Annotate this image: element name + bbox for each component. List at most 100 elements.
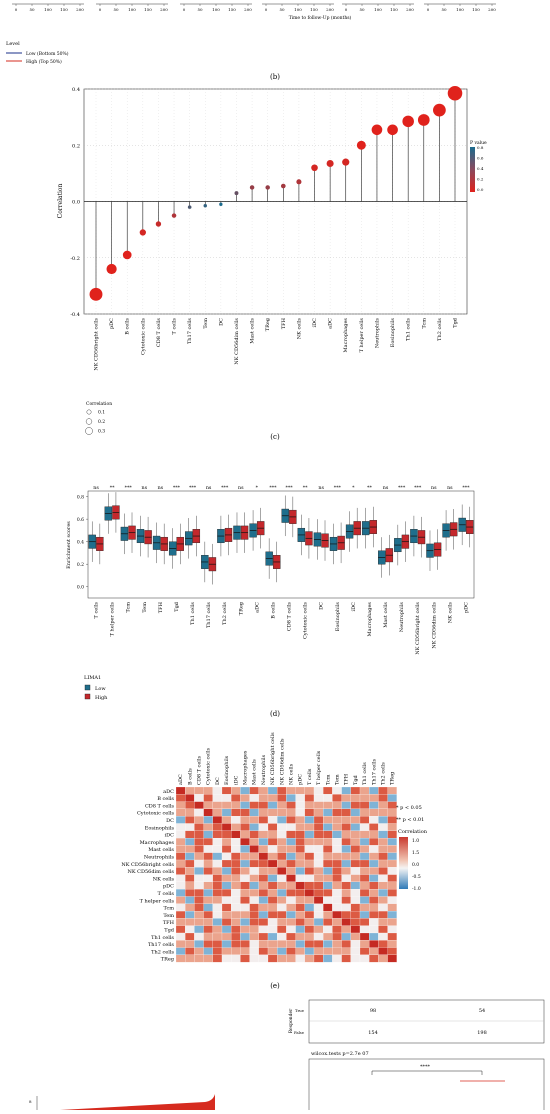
y-tick-label: 0.2 [72, 143, 80, 149]
heatmap-cell [267, 794, 278, 802]
panel-a-tick-label: 0 [345, 7, 348, 12]
heatmap-cell [249, 801, 259, 809]
panel-label-c: (c) [270, 433, 280, 441]
heatmap-cell [203, 845, 213, 853]
heatmap-cell [231, 896, 241, 904]
heatmap-cell [350, 808, 361, 817]
heatmap-cell [203, 830, 213, 839]
heatmap-cell [194, 881, 204, 890]
heatmap-cell [359, 852, 370, 861]
heatmap-cell [240, 823, 250, 831]
lollipop-point [187, 205, 192, 209]
heatmap-cell [267, 874, 278, 882]
significance-label: *** [269, 485, 277, 491]
heatmap-cell [359, 896, 370, 904]
heatmap-cell [359, 903, 370, 912]
heatmap-cell [267, 808, 278, 817]
heatmap-cell [175, 903, 186, 912]
panel-a-tick-label: 200 [76, 7, 84, 12]
heatmap-cell [304, 845, 315, 853]
panel-d: 0.00.20.40.60.8 ns ** *** ns ns *** *** ns *** ns… [66, 485, 475, 701]
heatmap-cell [359, 947, 370, 955]
heatmap-cell [203, 859, 213, 868]
pvalue-legend-tick: 0.4 [477, 166, 484, 171]
heatmap-cell [295, 954, 305, 963]
heatmap-cell [249, 816, 259, 824]
heatmap-cell [295, 881, 305, 890]
heatmap-cell [258, 823, 269, 831]
panel-a-tick-label: 200 [326, 7, 334, 12]
heatmap-cell [212, 889, 223, 897]
significance-label: * [352, 485, 355, 491]
heatmap-cell [194, 786, 204, 795]
heatmap-cell [350, 932, 361, 941]
heatmap-cell [378, 830, 388, 839]
y-tick-label: 0.4 [77, 539, 84, 545]
heatmap-cell [286, 918, 296, 926]
heatmap-cell [221, 823, 232, 831]
heatmap-cell [341, 889, 351, 897]
heatmap-cell [295, 823, 305, 831]
heatmap-cell [313, 830, 324, 839]
heatmap-cell [323, 903, 333, 912]
heatmap-cell [240, 932, 250, 941]
x-tick-label: Tgd [174, 601, 180, 612]
heatmap-cell [203, 932, 213, 941]
heatmap-cell [185, 808, 195, 817]
heatmap-cell [313, 903, 324, 912]
heatmap-cell [304, 801, 315, 809]
heatmap-row-label: pDC [163, 884, 174, 890]
heatmap-cell [378, 859, 388, 868]
heatmap-cell [378, 889, 388, 897]
heatmap-cell [240, 801, 250, 809]
panel-label-d: (d) [270, 710, 280, 718]
heatmap-cell [286, 808, 296, 817]
heatmap-cell [359, 932, 370, 941]
heatmap-cell [369, 918, 379, 926]
heatmap-cell [332, 786, 342, 795]
heatmap-cell [369, 954, 379, 963]
x-tick-label: Tcm [126, 602, 132, 613]
heatmap-cell [203, 940, 213, 948]
heatmap-cell [387, 867, 397, 875]
heatmap-cell [369, 881, 379, 890]
panel-a-tick-label: 200 [488, 7, 496, 12]
panel-a-tick-label: 50 [441, 7, 447, 12]
x-tick-label: Tem [142, 602, 148, 613]
heatmap-cell [387, 903, 397, 912]
heatmap-cell [341, 852, 351, 861]
heatmap-cell [341, 896, 351, 904]
panel-label-b: (b) [270, 73, 280, 81]
heatmap-cell [212, 837, 223, 846]
heatmap-cell [231, 852, 241, 861]
heatmap-cell [369, 837, 379, 846]
heatmap-cell [323, 816, 333, 824]
heatmap-cell [267, 896, 278, 904]
heatmap-cell [231, 881, 241, 890]
heatmap-cell [249, 881, 259, 890]
heatmap-cell [313, 786, 324, 795]
heatmap-cell [332, 954, 342, 963]
heatmap-cell [203, 925, 213, 934]
heatmap-cell [240, 925, 250, 934]
heatmap-cell [313, 881, 324, 890]
heatmap-cell [341, 837, 351, 846]
heatmap-cell [341, 830, 351, 839]
heatmap-cell [341, 786, 351, 795]
heatmap-cell [350, 852, 361, 861]
significance-label: ns [447, 486, 453, 491]
heatmap-cell [332, 816, 342, 824]
heatmap-cell [359, 954, 370, 963]
pvalue-colorbar [470, 147, 475, 192]
heatmap-cell [387, 786, 397, 795]
heatmap-cell [341, 823, 351, 831]
heatmap-cell [277, 823, 287, 831]
heatmap-cell [313, 925, 324, 934]
significance-label: ** [367, 485, 372, 491]
heatmap-cell [267, 867, 278, 875]
x-tick-label: Neutrophils [399, 602, 405, 633]
x-tick-label: T cells [94, 602, 100, 619]
x-tick-label: DC [319, 602, 325, 610]
heatmap-cell [267, 918, 278, 926]
heatmap-cell [341, 845, 351, 853]
